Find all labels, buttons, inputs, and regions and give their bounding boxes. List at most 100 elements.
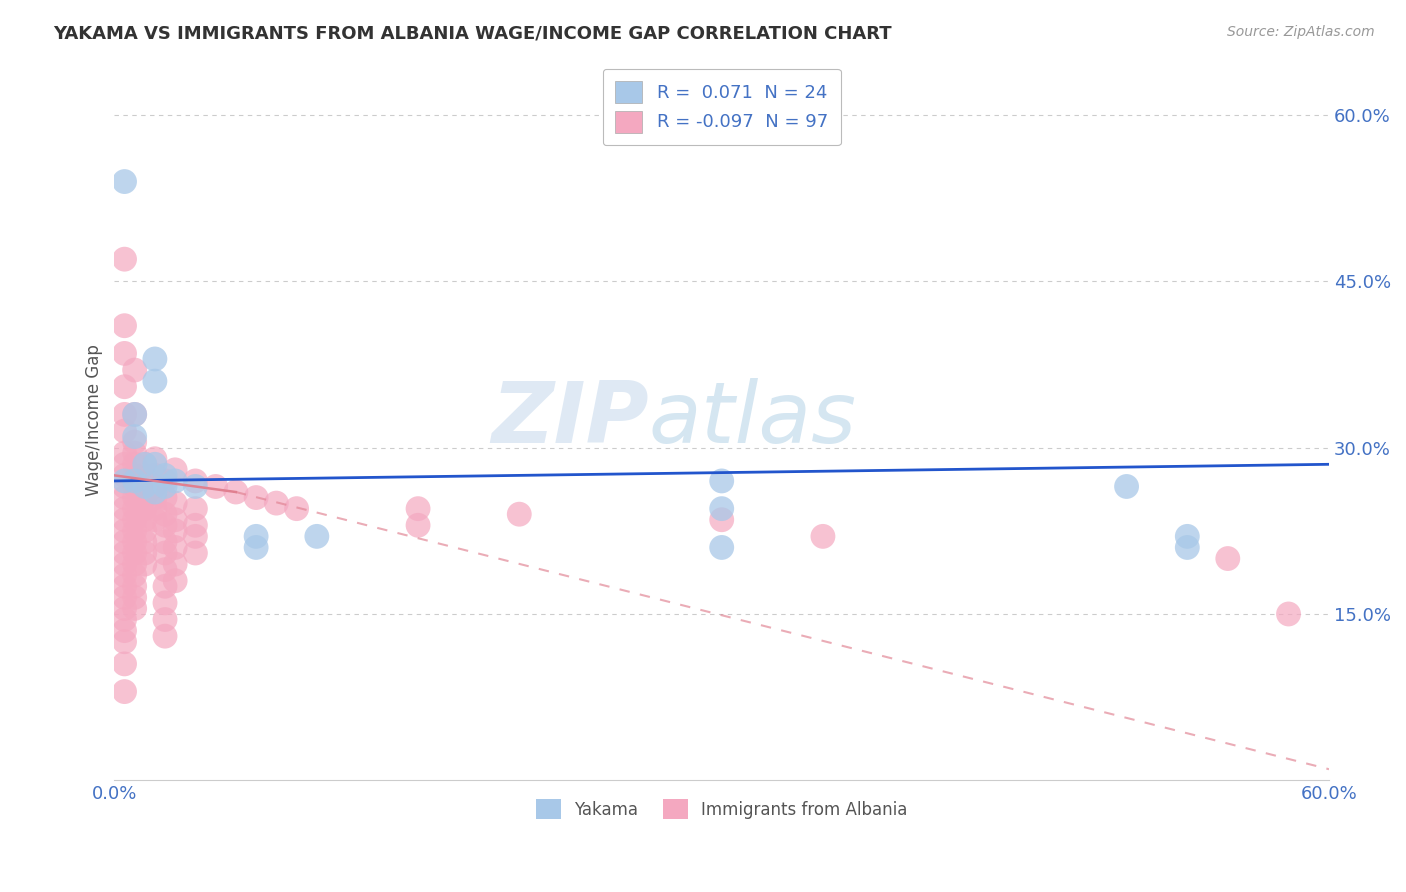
Point <box>124 429 146 443</box>
Point <box>153 479 176 493</box>
Point <box>124 458 146 472</box>
Point <box>124 479 146 493</box>
Point <box>114 424 136 438</box>
Point <box>143 479 166 493</box>
Point <box>184 501 207 516</box>
Point <box>184 479 207 493</box>
Point <box>153 535 176 549</box>
Point <box>165 541 187 555</box>
Point <box>134 546 156 560</box>
Point <box>143 501 166 516</box>
Point <box>153 613 176 627</box>
Point <box>114 408 136 422</box>
Point <box>134 458 156 472</box>
Point <box>134 458 156 472</box>
Point <box>184 518 207 533</box>
Point <box>143 485 166 500</box>
Point <box>134 501 156 516</box>
Point <box>153 596 176 610</box>
Point <box>124 501 146 516</box>
Point <box>124 491 146 505</box>
Point <box>124 408 146 422</box>
Point <box>153 629 176 643</box>
Point <box>124 363 146 377</box>
Point <box>134 479 156 493</box>
Point <box>143 468 166 483</box>
Point <box>184 474 207 488</box>
Point <box>143 451 166 466</box>
Point <box>114 568 136 582</box>
Point <box>114 318 136 333</box>
Point <box>114 684 136 698</box>
Point <box>134 491 156 505</box>
Point <box>134 524 156 538</box>
Point <box>114 546 136 560</box>
Point <box>153 474 176 488</box>
Point <box>406 501 429 516</box>
Point <box>124 435 146 450</box>
Point <box>134 479 156 493</box>
Point <box>114 657 136 671</box>
Point <box>266 496 288 510</box>
Point <box>114 624 136 638</box>
Point <box>114 458 136 472</box>
Point <box>134 468 156 483</box>
Point <box>1115 479 1137 493</box>
Point <box>165 474 187 488</box>
Point <box>153 579 176 593</box>
Point <box>143 458 166 472</box>
Point <box>153 468 176 483</box>
Point <box>1216 551 1239 566</box>
Point <box>114 252 136 267</box>
Point <box>134 557 156 571</box>
Point <box>710 541 733 555</box>
Point <box>245 541 267 555</box>
Point <box>124 408 146 422</box>
Point <box>134 513 156 527</box>
Point <box>204 479 226 493</box>
Point <box>114 535 136 549</box>
Point <box>114 446 136 460</box>
Point <box>143 351 166 366</box>
Point <box>165 496 187 510</box>
Point <box>184 529 207 543</box>
Point <box>165 513 187 527</box>
Point <box>225 485 247 500</box>
Point <box>165 574 187 588</box>
Point <box>143 513 166 527</box>
Point <box>710 474 733 488</box>
Point <box>153 491 176 505</box>
Point <box>811 529 834 543</box>
Text: atlas: atlas <box>648 378 856 461</box>
Point <box>124 524 146 538</box>
Point <box>114 491 136 505</box>
Point <box>124 474 146 488</box>
Text: Source: ZipAtlas.com: Source: ZipAtlas.com <box>1227 25 1375 39</box>
Point <box>114 601 136 615</box>
Point <box>124 557 146 571</box>
Point <box>114 175 136 189</box>
Point <box>1175 529 1198 543</box>
Point <box>1277 607 1299 621</box>
Point <box>124 468 146 483</box>
Point <box>1175 541 1198 555</box>
Point <box>124 446 146 460</box>
Point <box>305 529 328 543</box>
Point <box>114 479 136 493</box>
Point <box>114 346 136 360</box>
Point <box>114 380 136 394</box>
Point <box>114 513 136 527</box>
Point <box>114 468 136 483</box>
Point <box>114 557 136 571</box>
Point <box>124 546 146 560</box>
Text: ZIP: ZIP <box>491 378 648 461</box>
Point <box>508 507 530 521</box>
Point <box>710 501 733 516</box>
Point <box>114 613 136 627</box>
Point <box>143 374 166 388</box>
Point <box>124 601 146 615</box>
Text: YAKAMA VS IMMIGRANTS FROM ALBANIA WAGE/INCOME GAP CORRELATION CHART: YAKAMA VS IMMIGRANTS FROM ALBANIA WAGE/I… <box>53 25 891 43</box>
Point <box>245 491 267 505</box>
Point <box>114 524 136 538</box>
Point <box>114 501 136 516</box>
